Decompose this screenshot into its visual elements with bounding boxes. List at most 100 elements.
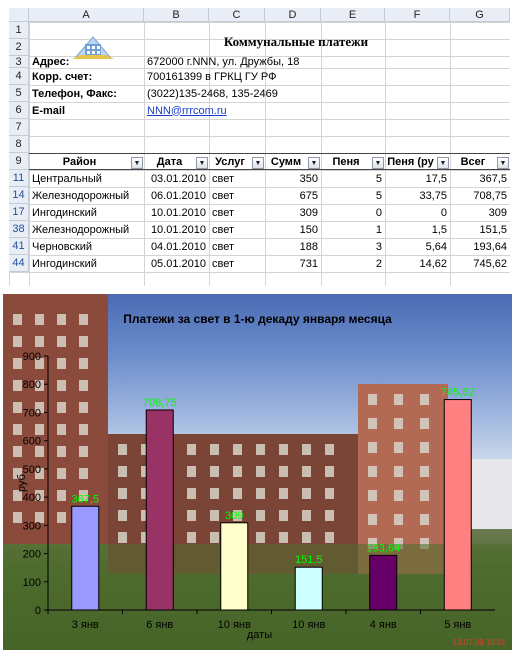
filter-dropdown-icon[interactable]: ▼ <box>437 157 449 169</box>
filter-active-icon[interactable]: ▼ <box>252 157 264 169</box>
row-header-38[interactable]: 38 <box>9 221 29 238</box>
table-cell[interactable]: 04.01.2010 <box>150 240 206 253</box>
table-cell[interactable]: 5,64 <box>425 240 447 253</box>
table-cell[interactable]: свет <box>212 240 235 253</box>
table-cell[interactable]: 309 <box>299 206 318 219</box>
table-cell[interactable]: Железнодорожный <box>32 223 130 236</box>
info-value[interactable]: 672000 г.NNN, ул. Дружбы, 18 <box>147 56 300 68</box>
table-header-cell[interactable]: Пеня (ру ▼ <box>385 153 450 170</box>
row-header-4[interactable]: 4 <box>9 68 29 85</box>
filter-dropdown-icon[interactable]: ▼ <box>131 157 143 169</box>
info-label[interactable]: Телефон, Факс: <box>32 87 117 100</box>
info-value[interactable]: (3022)135-2468, 135-2469 <box>147 87 278 100</box>
table-cell[interactable]: 0 <box>440 206 447 219</box>
bar[interactable] <box>220 522 249 611</box>
table-cell[interactable]: Железнодорожный <box>32 189 130 202</box>
table-cell[interactable]: 745,62 <box>473 257 507 270</box>
table-cell[interactable]: 06.01.2010 <box>150 189 206 202</box>
filter-dropdown-icon[interactable]: ▼ <box>308 157 320 169</box>
table-cell[interactable]: свет <box>212 257 235 270</box>
table-cell[interactable]: 17,5 <box>425 172 447 185</box>
email-link[interactable]: NNN@rrrcom.ru <box>147 104 227 117</box>
filter-dropdown-icon[interactable]: ▼ <box>372 157 384 169</box>
table-cell[interactable]: 5 <box>375 172 382 185</box>
select-all-corner[interactable] <box>9 8 29 22</box>
column-header-b[interactable]: B <box>144 8 209 22</box>
table-cell[interactable]: свет <box>212 189 235 202</box>
chart-title: Платежи за свет в 1-ю декаду января меся… <box>123 312 392 326</box>
row-header-9[interactable]: 9 <box>9 153 29 170</box>
info-value[interactable]: 700161399 в ГРКЦ ГУ РФ <box>147 70 277 83</box>
table-cell[interactable]: 350 <box>299 172 318 185</box>
table-cell[interactable]: 2 <box>375 257 382 270</box>
table-cell[interactable]: 675 <box>299 189 318 202</box>
table-cell[interactable]: 33,75 <box>419 189 447 202</box>
filter-dropdown-icon[interactable]: ▼ <box>497 157 509 169</box>
row-header-11[interactable]: 11 <box>9 170 29 187</box>
row-header-5[interactable]: 5 <box>9 85 29 102</box>
table-cell[interactable]: Черновский <box>32 240 93 253</box>
row-header-17[interactable]: 17 <box>9 204 29 221</box>
row-header-6[interactable]: 6 <box>9 102 29 119</box>
table-cell[interactable]: 5 <box>375 189 382 202</box>
bar-chart[interactable]: 0 100 200 300 400 500 600 700 800 900 367,5 3 янв 70… <box>3 294 512 650</box>
table-cell[interactable]: 0 <box>375 206 382 219</box>
info-label[interactable]: Корр. счет: <box>32 70 93 83</box>
info-label[interactable]: E-mail <box>32 104 66 117</box>
y-tick-label: 100 <box>23 577 41 589</box>
table-cell[interactable]: 3 <box>375 240 382 253</box>
bar[interactable] <box>71 505 100 611</box>
table-cell[interactable]: 05.01.2010 <box>150 257 206 270</box>
row-header-3[interactable]: 3 <box>9 56 29 68</box>
table-cell[interactable]: свет <box>212 223 235 236</box>
table-cell[interactable]: 708,75 <box>473 189 507 202</box>
table-cell[interactable]: 367,5 <box>479 172 507 185</box>
row-header-14[interactable]: 14 <box>9 187 29 204</box>
table-header-cell[interactable]: Всег ▼ <box>450 153 510 170</box>
table-cell[interactable]: Ингодинский <box>32 206 97 219</box>
table-header-cell[interactable]: Дата ▼ <box>144 153 209 170</box>
bar[interactable] <box>294 566 323 611</box>
table-header-cell[interactable]: Пеня ▼ <box>321 153 385 170</box>
row-header-1[interactable]: 1 <box>9 22 29 39</box>
table-cell[interactable]: 14,62 <box>419 257 447 270</box>
sheet-title[interactable]: Коммунальные платежи <box>223 33 369 49</box>
table-cell[interactable]: 188 <box>299 240 318 253</box>
table-header-cell[interactable]: Сумм ▼ <box>265 153 321 170</box>
y-tick-label: 600 <box>23 436 41 448</box>
table-cell[interactable]: 1 <box>375 223 382 236</box>
bar[interactable] <box>145 409 174 611</box>
column-header-f[interactable]: F <box>385 8 450 22</box>
row-header-41[interactable]: 41 <box>9 238 29 255</box>
table-cell[interactable]: Центральный <box>32 172 102 185</box>
table-cell[interactable]: 309 <box>488 206 507 219</box>
table-cell[interactable]: 150 <box>299 223 318 236</box>
column-header-d[interactable]: D <box>265 8 321 22</box>
column-header-g[interactable]: G <box>450 8 510 22</box>
column-header-a[interactable]: A <box>29 8 144 22</box>
table-header-label: Пеня (ру <box>387 155 434 168</box>
column-header-c[interactable]: C <box>209 8 265 22</box>
row-header-2[interactable]: 2 <box>9 39 29 56</box>
row-header-8[interactable]: 8 <box>9 136 29 153</box>
table-cell[interactable]: 731 <box>299 257 318 270</box>
table-cell[interactable]: 193,64 <box>473 240 507 253</box>
table-cell[interactable]: 10.01.2010 <box>150 223 206 236</box>
bar[interactable] <box>369 554 398 611</box>
info-label[interactable]: Адрес: <box>32 56 70 68</box>
table-cell[interactable]: Ингодинский <box>32 257 97 270</box>
table-cell[interactable]: свет <box>212 206 235 219</box>
table-header-cell[interactable]: Район ▼ <box>29 153 144 170</box>
row-header-7[interactable]: 7 <box>9 119 29 136</box>
bar[interactable] <box>443 399 472 611</box>
row-header-44[interactable]: 44 <box>9 255 29 272</box>
filter-active-icon[interactable]: ▼ <box>196 157 208 169</box>
table-cell[interactable]: 151,5 <box>479 223 507 236</box>
table-header-cell[interactable]: Услуг ▼ <box>209 153 265 170</box>
table-cell[interactable]: 10.01.2010 <box>150 206 206 219</box>
table-cell[interactable]: 03.01.2010 <box>150 172 206 185</box>
column-header-e[interactable]: E <box>321 8 385 22</box>
table-cell[interactable]: свет <box>212 172 235 185</box>
table-cell[interactable]: 1,5 <box>431 223 447 236</box>
